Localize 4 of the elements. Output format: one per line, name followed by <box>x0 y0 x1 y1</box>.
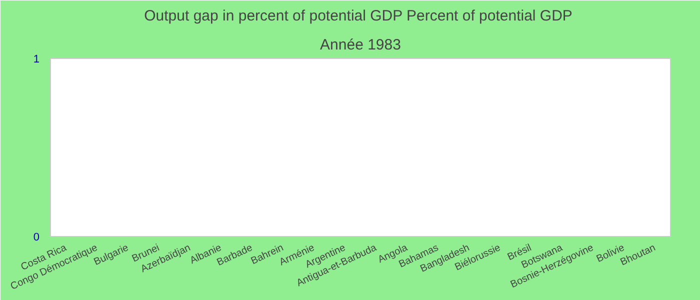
chart-title: Output gap in percent of potential GDP Percent of potential GDP <box>144 8 572 24</box>
y-tick-label: 0 <box>33 232 40 244</box>
chart-subtitle: Année 1983 <box>320 36 401 54</box>
y-tick-label: 1 <box>33 54 40 66</box>
